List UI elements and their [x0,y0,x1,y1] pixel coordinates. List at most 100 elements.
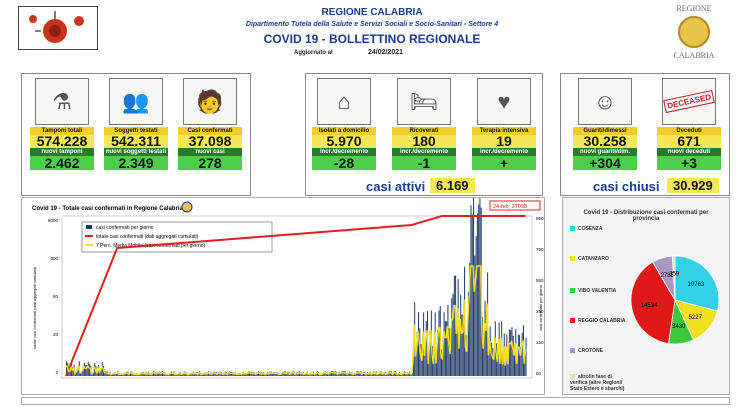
nuovi-casi-value: 278 [178,156,242,170]
daily-bar [85,365,86,376]
daily-bar [331,371,332,376]
daily-bar [460,295,461,376]
casi-chiusi-value: 30.929 [667,178,719,193]
daily-bar [470,205,471,376]
daily-bar [438,310,439,376]
pie-title: Covid 19 - Distribuzione casi confermati… [563,210,729,222]
isolati-delta-value: -28 [312,156,376,170]
casi-attivi-label: casi attivi [366,179,425,194]
intensiva-card: ♥ Terapia intensiva 19 incr./decremento … [472,78,536,170]
crest-shield-icon [678,16,710,48]
ricoverati-delta-value: -1 [392,156,456,170]
right-tick-50: 50 [536,371,542,376]
left-tick-20: 20 [53,332,59,337]
hospital-bed-icon: 🛏 [397,78,451,125]
nuovi-guariti-value: +304 [573,156,637,170]
intensiva-value: 19 [472,135,536,148]
pie-label: 3430 [672,324,686,330]
tamponi-value: 574.228 [30,135,94,148]
left-tick-2: 2 [55,370,58,375]
daily-bar [426,321,427,376]
updated-date: 24/02/2021 [368,49,403,56]
daily-bar [472,215,473,376]
legend-vibo: VIBO VALENTIA [570,288,616,294]
daily-bar [454,276,455,376]
daily-bar [513,336,514,376]
daily-bar [462,315,463,376]
left-tick-80: 80 [53,294,59,299]
closed-panel: ☺ Guariti/dimessi 30.258 nuovi guariti/d… [560,73,730,196]
left-axis-ticks: 8000 800 80 20 2 [48,218,59,375]
header: REGIONE CALABRIA Dipartimento Tutela del… [0,0,744,72]
daily-bar [84,363,85,376]
daily-bar [526,338,527,376]
daily-bar [477,214,478,376]
deceased-icon: DECEASED [662,78,716,125]
province-pie-panel: Covid 19 - Distribuzione casi confermati… [562,197,730,395]
casi-chiusi-label: casi chiusi [593,179,659,194]
daily-bar [510,330,511,376]
region-title: REGIONE CALABRIA [0,7,744,18]
bulletin-title: COVID 19 - BOLLETTINO REGIONALE [0,32,744,46]
daily-bar [478,205,479,376]
bottom-bar [21,397,730,405]
chart-annotation: 24-feb; 37098 [493,204,527,210]
legend-swatch-daily [86,225,92,229]
daily-bar [511,327,512,376]
confirmed-icon: 🧑 [183,78,237,125]
ricoverati-value: 180 [392,135,456,148]
left-tick-800: 800 [50,256,58,261]
deceduti-card: DECEASED Deceduti 671 nuovi deceduti +3 [657,78,721,170]
right-tick-150: 150 [536,340,544,345]
soggetti-value: 542.311 [104,135,168,148]
daily-bar [485,301,486,376]
crest-top-label: REGIONE [658,4,730,13]
legend-cosenza: COSENZA [570,226,602,232]
daily-bar [357,371,358,376]
pie-label: 10763 [688,282,705,288]
confermati-card: 🧑 Casi confermati 37.098 nuovi casi 278 [178,78,242,170]
casi-attivi-value: 6.169 [430,178,475,193]
deceased-stamp: DECEASED [663,90,715,113]
legend-daily: casi confermati per giorno [96,225,154,231]
tamponi-card: ⚗ Tamponi totali 574.228 nuovi tamponi 2… [30,78,94,170]
legend-catanzaro: CATANZARO [570,256,609,262]
right-tick-550: 550 [536,278,544,283]
cases-chart: Covid 19 - Totale casi confermati in Reg… [22,198,544,394]
right-tick-950: 950 [536,216,544,221]
recovered-icon: ☺ [578,78,632,125]
updated-label: Aggiornato al [294,50,333,56]
nuovi-deceduti-value: +3 [657,156,721,170]
daily-bar [474,256,475,376]
daily-bar [492,348,493,376]
confermati-value: 37.098 [178,135,242,148]
nuovi-soggetti-value: 2.349 [104,156,168,170]
chart-crest-icon [182,202,192,212]
tests-panel: ⚗ Tamponi totali 574.228 nuovi tamponi 2… [21,73,251,196]
deceduti-value: 671 [657,135,721,148]
daily-bar [518,335,519,376]
chart-ylabel-right: casi confermati per giorno [538,284,543,331]
left-tick-8000: 8000 [48,218,59,223]
nuovi-tamponi-value: 2.462 [30,156,94,170]
icu-icon: ♥ [477,78,531,125]
pie-label: 359 [669,272,680,278]
region-crest: REGIONE CALABRIA [658,4,730,60]
right-tick-350: 350 [536,309,544,314]
daily-bar [445,321,446,376]
department-title: Dipartimento Tutela della Salute e Servi… [0,21,744,28]
active-panel: ⌂ Isolati a domicilio 5.970 incr./decrem… [305,73,543,196]
isolati-value: 5.970 [312,135,376,148]
isolati-card: ⌂ Isolati a domicilio 5.970 incr./decrem… [312,78,376,170]
legend-altro: altro/in fase di verifica (altre Regioni… [570,374,630,392]
guariti-card: ☺ Guariti/dimessi 30.258 nuovi guariti/d… [573,78,637,170]
intensiva-delta-value: + [472,156,536,170]
legend-cumulative: totale casi confermati (dati aggregati c… [96,234,199,240]
cases-chart-panel: Covid 19 - Totale casi confermati in Reg… [21,197,545,395]
pie-label: 5227 [689,315,703,321]
legend-reggio: REGGIO CALABRIA [570,318,626,324]
soggetti-card: 👥 Soggetti testati 542.311 nuovi soggett… [104,78,168,170]
legend-crotone: CROTONE [570,348,603,354]
chart-title: Covid 19 - Totale casi confermati in Reg… [32,206,184,212]
right-tick-750: 750 [536,247,544,252]
